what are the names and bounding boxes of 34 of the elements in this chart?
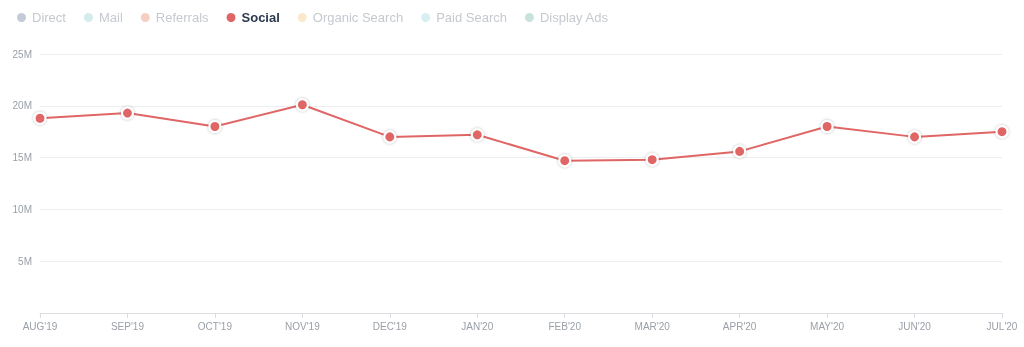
legend-label: Paid Search [436,10,507,25]
point [470,128,484,142]
x-tick-label: MAY'20 [810,320,845,332]
legend-label: Referrals [155,10,210,25]
legend-label: Mail [98,10,123,25]
point [645,153,659,167]
x-tick-label: OCT'19 [197,320,233,332]
x-tick-label: FEB'20 [548,320,582,332]
legend-label: Direct [32,10,67,25]
x-tick-label: APR'20 [722,320,757,332]
x-tick-label: JUN'20 [898,320,932,332]
x-tick-label: JAN'20 [461,320,494,332]
point [733,144,747,158]
x-tick-label: JUL'20 [986,320,1018,332]
point [33,111,47,125]
x-tick-label: NOV'19 [285,320,321,332]
legend-label: Display Ads [539,10,609,25]
point [120,106,134,120]
x-tick-label: SEP'19 [110,320,145,332]
y-tick-label: 20M [12,100,32,112]
y-tick-label: 25M [12,48,32,60]
point [383,130,397,144]
legend-label: Social [241,10,280,25]
point [908,130,922,144]
x-tick-label: MAR'20 [634,320,671,332]
point [995,125,1009,139]
x-tick-label: DEC'19 [372,320,408,332]
legend-label: Organic Search [312,10,404,25]
y-tick-label: 10M [12,203,32,215]
y-tick-label: 5M [18,255,32,267]
point [295,98,309,112]
x-tick-label: AUG'19 [22,320,58,332]
y-tick-label: 15M [12,152,32,164]
point [558,154,572,168]
